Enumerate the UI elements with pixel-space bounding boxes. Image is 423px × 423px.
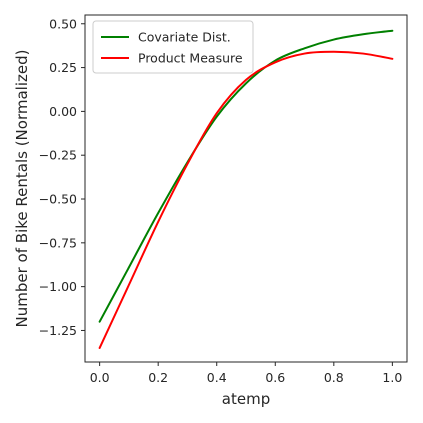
y-tick-label: −0.50 <box>39 192 77 207</box>
x-axis-label: atemp <box>222 390 270 408</box>
y-tick-label: −1.00 <box>39 279 77 294</box>
x-tick-label: 0.4 <box>207 370 227 385</box>
x-tick-label: 0.6 <box>265 370 285 385</box>
legend-box <box>92 20 254 74</box>
plot-frame <box>84 14 408 363</box>
axis-ticks: 0.0 0.2 0.4 0.6 0.8 1.0 0.50 0.25 0.00 −0.25 −0.50… <box>39 16 403 385</box>
y-tick-label: 0.00 <box>49 104 77 119</box>
plot-area <box>98 29 394 349</box>
y-tick-label: 0.25 <box>49 60 77 75</box>
legend: Covariate Dist. Product Measure <box>92 20 254 74</box>
x-tick-label: 0.0 <box>90 370 110 385</box>
y-tick-label: 0.50 <box>49 16 77 31</box>
y-tick-label: −0.25 <box>39 148 77 163</box>
legend-label-covariate-dist: Covariate Dist. <box>138 30 231 45</box>
series-line-product-measure <box>98 50 394 349</box>
x-tick-label: 0.2 <box>148 370 168 385</box>
x-tick-label: 0.8 <box>324 370 344 385</box>
legend-label-product-measure: Product Measure <box>138 51 243 66</box>
y-tick-label: −0.75 <box>39 235 77 250</box>
x-tick-label: 1.0 <box>382 370 402 385</box>
y-axis-label: Number of Bike Rentals (Normalized) <box>13 50 31 328</box>
y-tick-label: −1.25 <box>39 323 77 338</box>
series-line-covariate-dist <box>98 29 394 323</box>
